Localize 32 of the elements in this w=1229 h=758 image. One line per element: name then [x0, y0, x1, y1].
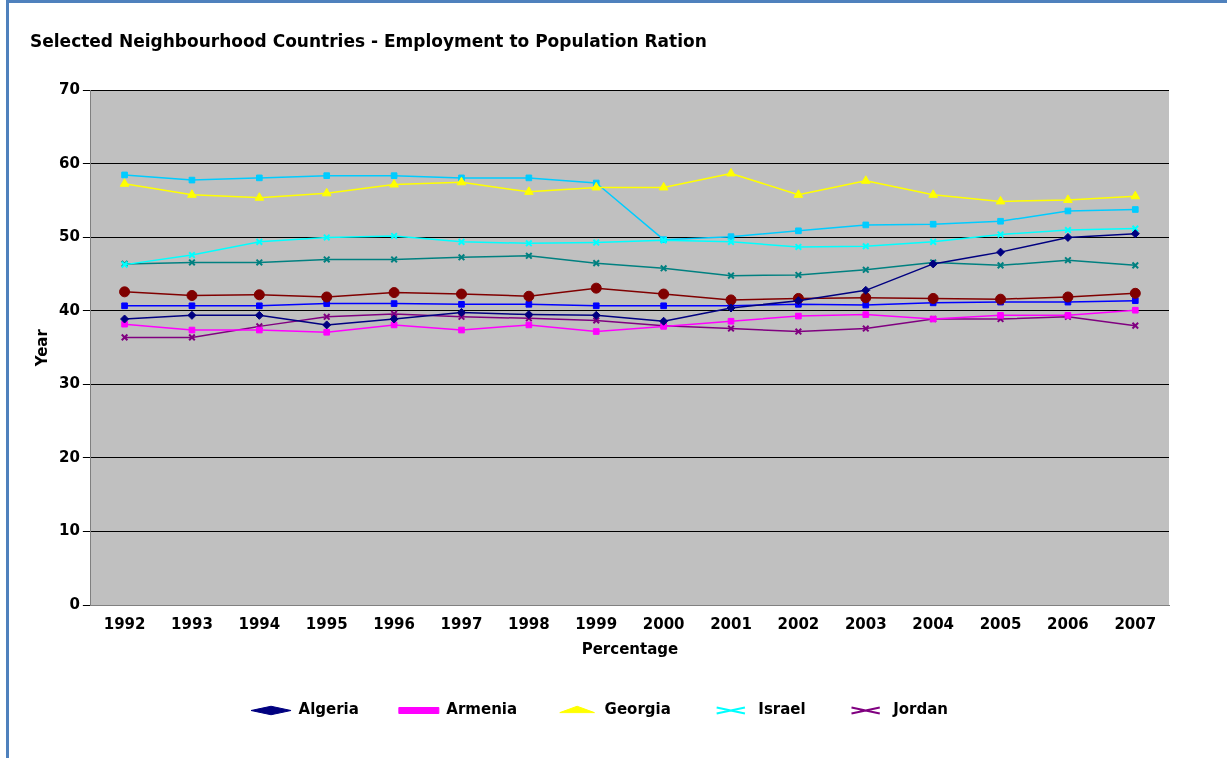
- x-tick-label: 1994: [238, 614, 281, 633]
- y-tick-label: 60: [59, 153, 80, 172]
- x-tick-label: 2004: [912, 614, 955, 633]
- x-tick-label: 1993: [171, 614, 213, 633]
- legend-label: Jordan: [892, 700, 948, 719]
- x-tick-label: 1997: [440, 614, 483, 633]
- y-tick-label: 70: [59, 80, 80, 99]
- x-tick-label: 2002: [777, 614, 820, 633]
- y-tick-label: 0: [69, 594, 80, 613]
- y-tick-label: 50: [59, 227, 80, 246]
- x-tick-label: 1999: [575, 614, 618, 633]
- y-tick-label: 20: [59, 447, 80, 466]
- y-axis-title: Year: [32, 328, 51, 368]
- x-tick-label: 1996: [373, 614, 415, 633]
- x-tick-label: 2000: [642, 614, 685, 633]
- x-tick-label: 2003: [844, 614, 887, 633]
- x-tick-label: 2001: [710, 614, 752, 633]
- x-tick-label: 2005: [979, 614, 1022, 633]
- x-tick-label: 2007: [1114, 614, 1157, 633]
- legend-label: Algeria: [298, 700, 359, 719]
- legend-label: Armenia: [446, 700, 518, 719]
- x-axis-title: Percentage: [581, 639, 679, 658]
- x-tick-label: 1995: [305, 614, 348, 633]
- legend-label: Israel: [758, 700, 806, 719]
- y-tick-label: 30: [59, 374, 80, 393]
- y-tick-label: 40: [59, 300, 80, 319]
- x-tick-label: 1998: [507, 614, 550, 633]
- legend-label: Georgia: [604, 700, 671, 719]
- chart-title: Selected Neighbourhood Countries - Employment to Population Ration: [30, 30, 707, 51]
- y-tick-label: 10: [59, 521, 80, 540]
- x-tick-label: 2006: [1047, 614, 1089, 633]
- x-tick-label: 1992: [103, 614, 146, 633]
